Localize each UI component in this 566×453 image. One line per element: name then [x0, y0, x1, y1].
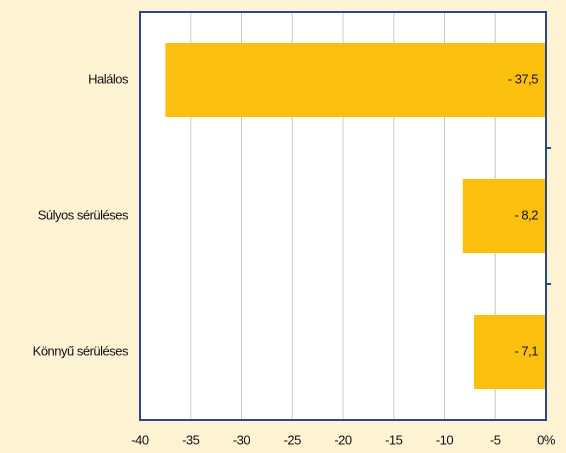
x-tick-label: -30 — [233, 432, 251, 447]
x-tick-label: -25 — [284, 432, 302, 447]
plot-border — [139, 11, 547, 421]
x-tick-label: 0% — [537, 432, 556, 447]
x-tick-label: -35 — [182, 432, 200, 447]
x-tick-label: -10 — [436, 432, 454, 447]
value-label: - 7,1 — [514, 343, 538, 358]
value-label: - 8,2 — [514, 207, 538, 222]
bar — [165, 43, 546, 117]
y-tick-label: Könnyű sérüléses — [33, 343, 129, 358]
y-tick-label: Halálos — [88, 71, 129, 86]
value-label: - 37,5 — [508, 71, 539, 86]
x-tick-label: -40 — [131, 432, 149, 447]
x-tick-label: -20 — [334, 432, 352, 447]
x-tick-label: -15 — [385, 432, 403, 447]
x-tick-label: -5 — [490, 432, 501, 447]
bar — [473, 315, 546, 389]
bar — [462, 179, 546, 253]
y-tick-label: Súlyos sérüléses — [38, 207, 129, 222]
